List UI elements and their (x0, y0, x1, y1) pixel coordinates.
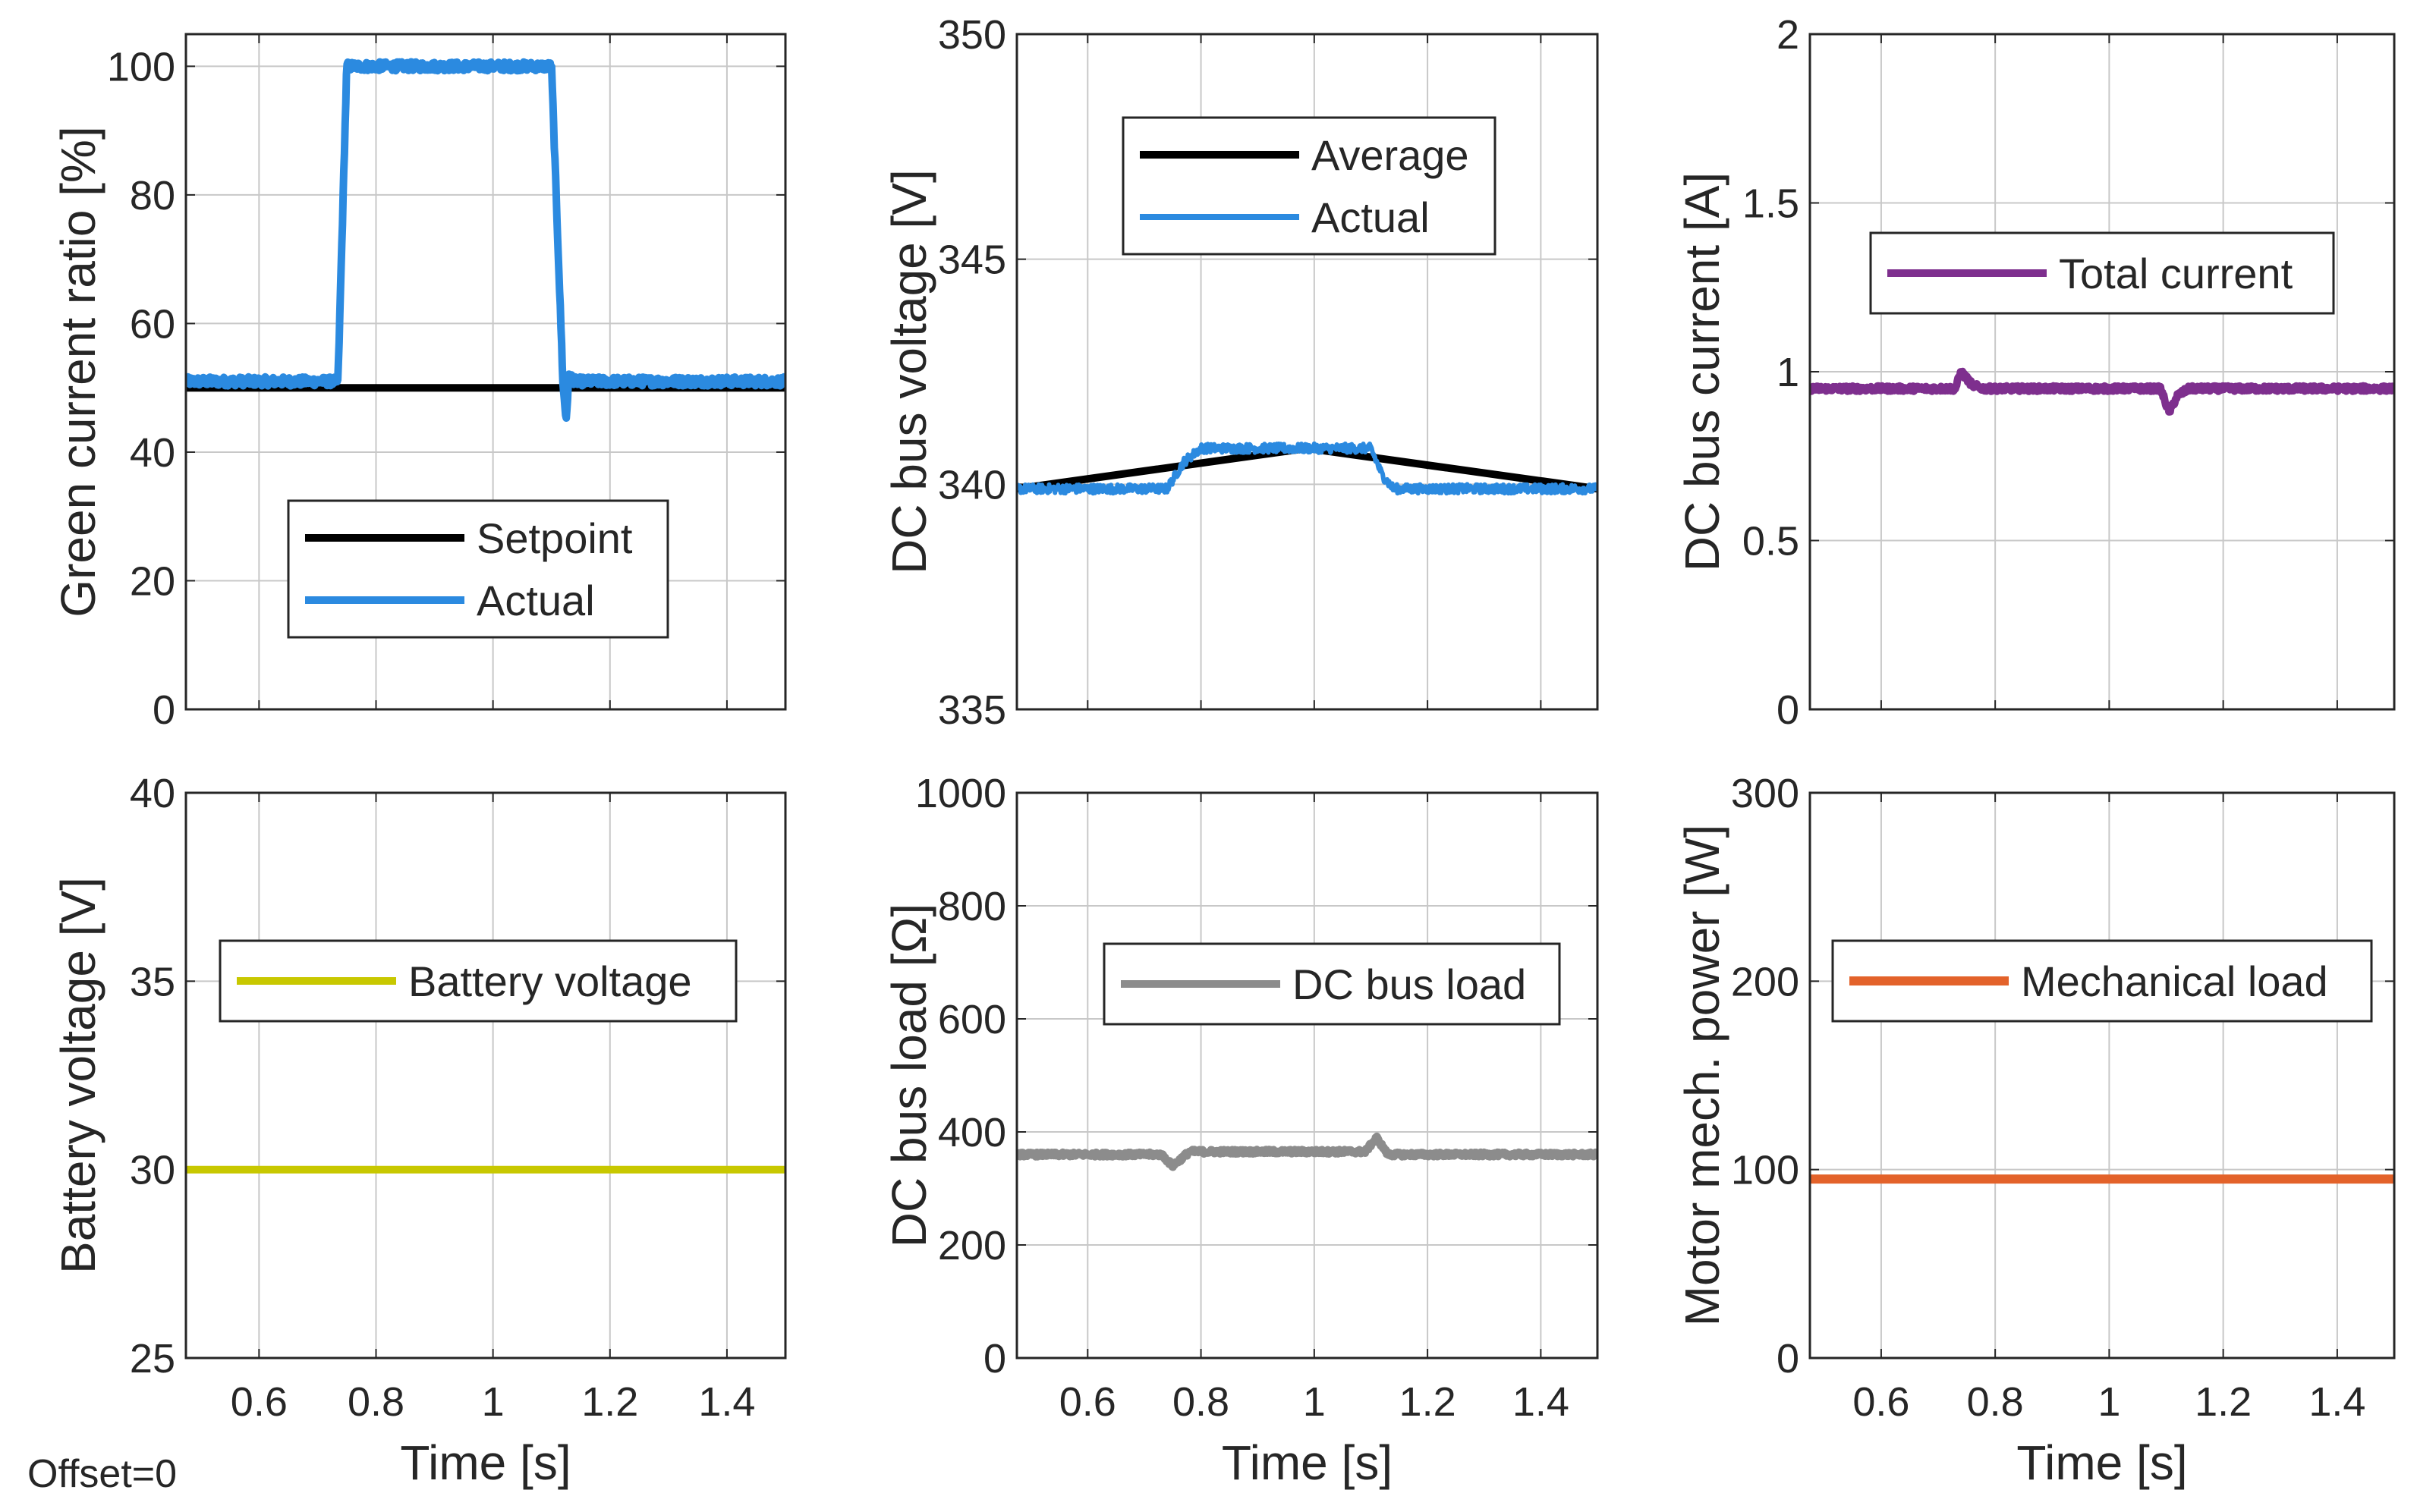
x-tick-label: 1 (2098, 1379, 2120, 1425)
x-tick-label: 0.8 (1172, 1379, 1229, 1425)
y-tick-label: 800 (938, 884, 1006, 929)
y-tick-label: 600 (938, 997, 1006, 1042)
legend-entry-label: DC bus load (1292, 960, 1526, 1008)
x-tick-label: 1.2 (1399, 1379, 1456, 1425)
legend-entry-label: Actual (1311, 193, 1430, 241)
x-tick-label: 1.4 (698, 1379, 755, 1425)
legend: Total current (1869, 231, 2335, 315)
y-tick-label: 30 (130, 1148, 175, 1193)
y-tick-label: 0 (1777, 1336, 1799, 1382)
y-tick-label: 0 (983, 1336, 1006, 1382)
y-tick-label: 40 (130, 430, 175, 476)
series-line-total-current (1810, 367, 2394, 416)
y-tick-label: 0 (153, 687, 175, 733)
panel-dc-bus-current: 0 0.5 1 1.5 2 DC bus current [A] Total current (1675, 12, 2396, 733)
x-axis-label: Time [s] (1222, 1435, 1393, 1490)
axes-box (1015, 33, 1599, 711)
series-line-actual (1017, 441, 1597, 496)
series-line-actual (186, 58, 785, 422)
y-tick-label: 200 (1731, 959, 1799, 1004)
y-tick-label: 20 (130, 558, 175, 604)
y-tick-label: 400 (938, 1110, 1006, 1155)
x-tick-label: 1 (1303, 1379, 1326, 1425)
x-tick-label: 1 (482, 1379, 505, 1425)
legend-box (1122, 116, 1496, 256)
x-tick-label: 1.4 (2308, 1379, 2365, 1425)
y-axis-label: DC bus load [Ω] (882, 904, 936, 1247)
x-tick-label: 1.2 (2195, 1379, 2252, 1425)
plot-area (186, 793, 785, 1358)
y-tick-label: 200 (938, 1223, 1006, 1268)
y-tick-label: 60 (130, 301, 175, 347)
series-line-dc-bus-load (1017, 1132, 1597, 1171)
y-tick-label: 100 (107, 44, 175, 90)
y-tick-label: 1 (1777, 350, 1799, 395)
axes-box (1808, 33, 2396, 711)
legend-entry-label: Mechanical load (2021, 957, 2328, 1005)
legend-entry-label: Battery voltage (408, 957, 692, 1005)
axes-box (184, 791, 787, 1360)
y-axis-label: Green current ratio [%] (51, 126, 105, 617)
y-tick-label: 25 (130, 1336, 175, 1382)
legend-box (287, 499, 669, 639)
x-tick-label: 0.6 (231, 1379, 288, 1425)
y-axis-label: Battery voltage [V] (51, 877, 105, 1274)
y-tick-label: 0 (1777, 687, 1799, 733)
x-tick-label: 0.6 (1852, 1379, 1909, 1425)
offset-label: Offset=0 (27, 1452, 177, 1496)
x-axis-label: Time [s] (2016, 1435, 2187, 1490)
panel-dc-bus-voltage: 335 340 345 350 DC bus voltage [V] Average Act… (882, 12, 1599, 733)
y-tick-label: 1000 (915, 771, 1006, 816)
axes-box (1808, 791, 2396, 1360)
x-axis-label: Time [s] (400, 1435, 571, 1490)
axes-box (1015, 791, 1599, 1360)
y-axis-label: DC bus current [A] (1675, 172, 1729, 571)
y-tick-label: 40 (130, 771, 175, 816)
y-tick-label: 345 (938, 237, 1006, 283)
legend: Setpoint Actual (287, 499, 669, 639)
x-tick-label: 1.4 (1512, 1379, 1569, 1425)
y-axis-label: DC bus voltage [V] (882, 169, 936, 574)
legend: Average Actual (1122, 116, 1496, 256)
y-tick-label: 340 (938, 462, 1006, 508)
y-tick-label: 335 (938, 687, 1006, 733)
panel-dc-bus-load: 0 200 400 600 800 1000 0.6 0.8 1 1.2 1.4 DC bus loa… (882, 771, 1599, 1490)
panel-battery-voltage: 25 30 35 40 0.6 0.8 1 1.2 1.4 Battery voltage [V]… (51, 771, 787, 1490)
axes-box (184, 33, 787, 711)
plot-area (1017, 793, 1597, 1358)
x-tick-label: 1.2 (581, 1379, 638, 1425)
y-tick-label: 350 (938, 12, 1006, 58)
y-tick-label: 0.5 (1742, 519, 1799, 564)
panel-motor-power: 0 100 200 300 0.6 0.8 1 1.2 1.4 Motor mech. power… (1675, 771, 2396, 1490)
x-tick-label: 0.8 (1967, 1379, 2024, 1425)
legend: DC bus load (1103, 942, 1561, 1026)
legend-entry-label: Average (1311, 131, 1469, 179)
legend-entry-label: Total current (2059, 250, 2293, 297)
x-tick-label: 0.6 (1059, 1379, 1116, 1425)
y-tick-label: 1.5 (1742, 181, 1799, 227)
legend: Mechanical load (1831, 939, 2373, 1023)
x-tick-label: 0.8 (348, 1379, 404, 1425)
y-tick-label: 2 (1777, 12, 1799, 58)
y-tick-label: 100 (1731, 1148, 1799, 1193)
legend: Battery voltage (219, 939, 738, 1023)
plot-area (1810, 793, 2394, 1358)
y-axis-label: Motor mech. power [W] (1675, 825, 1729, 1327)
legend-entry-label: Actual (477, 577, 595, 624)
y-tick-label: 35 (130, 959, 175, 1004)
legend-entry-label: Setpoint (477, 514, 633, 562)
y-tick-label: 80 (130, 173, 175, 218)
y-tick-label: 300 (1731, 771, 1799, 816)
